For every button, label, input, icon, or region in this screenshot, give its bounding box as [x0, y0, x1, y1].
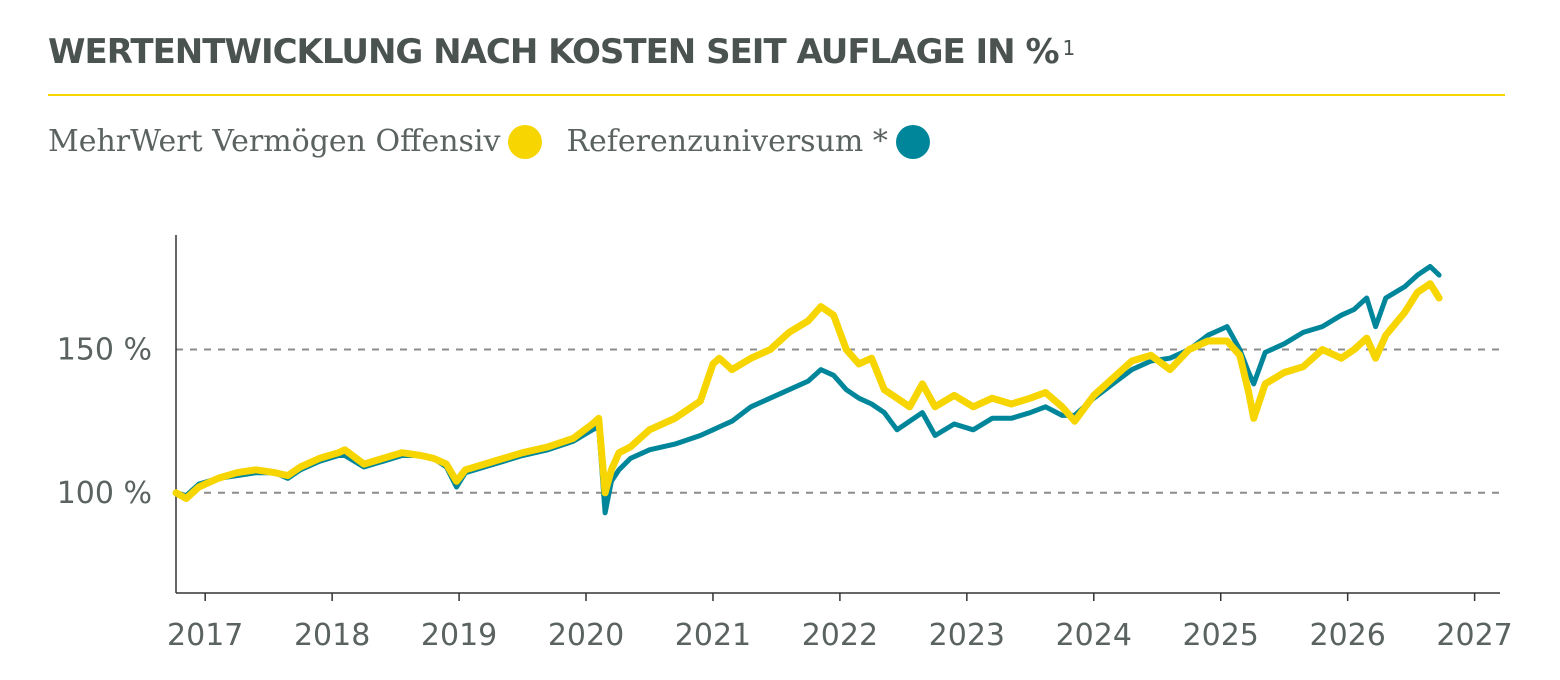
x-tick-label: 2024 — [1056, 618, 1132, 653]
legend-dot-reference — [895, 124, 930, 159]
series-line-fund — [172, 280, 1443, 502]
y-tick-label: 100 % — [57, 476, 152, 511]
x-tick-label: 2018 — [294, 618, 370, 653]
title-footnote-marker: 1 — [1062, 36, 1076, 60]
series-lines — [172, 264, 1443, 516]
gridlines — [176, 348, 1500, 494]
legend-item-reference: Referenzuniversum * — [566, 124, 930, 159]
x-tick-label: 2025 — [1183, 618, 1259, 653]
x-tick-label: 2023 — [929, 618, 1005, 653]
x-tick-label: 2026 — [1309, 618, 1385, 653]
x-tick-label: 2021 — [675, 618, 751, 653]
title-underline — [48, 94, 1505, 96]
y-tick-label: 150 % — [57, 333, 152, 368]
x-tick-label: 2027 — [1436, 618, 1512, 653]
legend-label-reference: Referenzuniversum * — [566, 124, 888, 159]
legend-item-fund: MehrWert Vermögen Offensiv — [48, 124, 543, 159]
x-tick-label: 2020 — [548, 618, 624, 653]
axes — [175, 235, 1500, 601]
tick-labels: 100 % 150 % 2017 2018 2019 2020 2021 2022 2023 20… — [57, 333, 1513, 653]
legend-dot-fund — [508, 124, 543, 159]
chart-legend: MehrWert Vermögen Offensiv Referenzunive… — [48, 124, 954, 159]
x-tick-label: 2017 — [167, 618, 243, 653]
x-tick-label: 2019 — [421, 618, 497, 653]
x-tick-label: 2022 — [802, 618, 878, 653]
legend-label-fund: MehrWert Vermögen Offensiv — [48, 124, 501, 159]
chart-title: WERTENTWICKLUNG NACH KOSTEN SEIT AUFLAGE… — [48, 32, 1076, 72]
